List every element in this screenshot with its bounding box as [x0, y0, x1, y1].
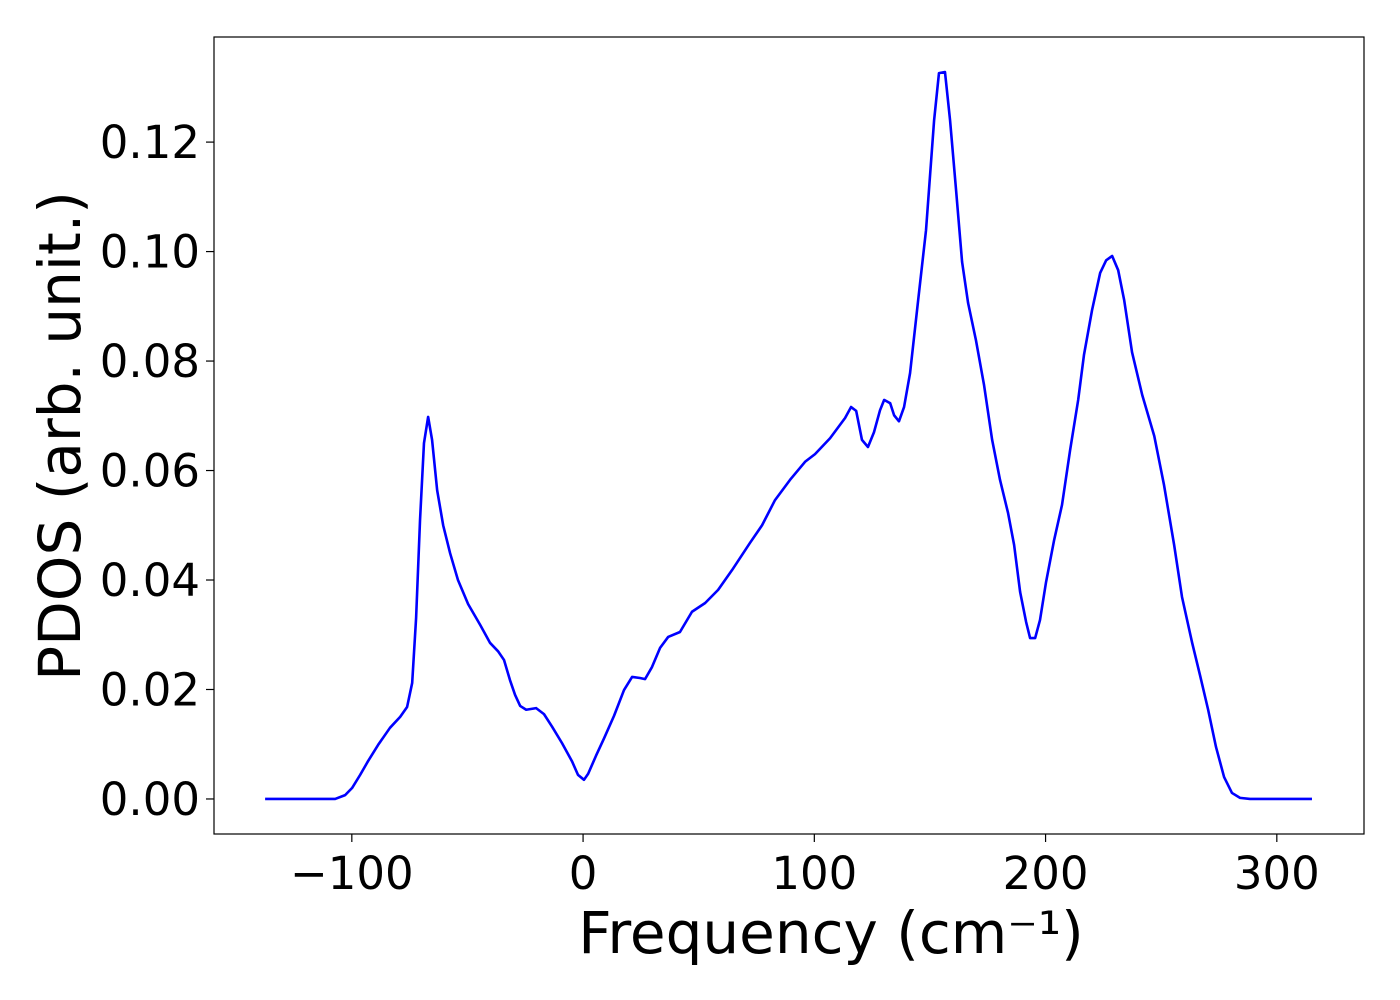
- y-tick-label: 0.08: [100, 335, 200, 388]
- x-tick-label: 300: [1234, 847, 1320, 900]
- y-axis-label: PDOS (arb. unit.): [26, 191, 94, 681]
- x-tick-label: 200: [1003, 847, 1089, 900]
- y-tick-label: 0.06: [100, 445, 200, 498]
- y-tick-label: 0.12: [100, 116, 200, 169]
- y-tick-label: 0.02: [100, 663, 200, 716]
- data-line: [265, 70, 1312, 801]
- y-tick-label: 0.10: [100, 226, 200, 279]
- plot-frame: [213, 36, 1365, 835]
- x-tick-label: 0: [569, 847, 598, 900]
- x-tick-label: 100: [771, 847, 857, 900]
- y-tick-label: 0.04: [100, 554, 200, 607]
- y-tick-label: 0.00: [100, 773, 200, 826]
- x-axis-label: Frequency (cm⁻¹): [578, 899, 1084, 967]
- x-tick-label: −100: [290, 847, 414, 900]
